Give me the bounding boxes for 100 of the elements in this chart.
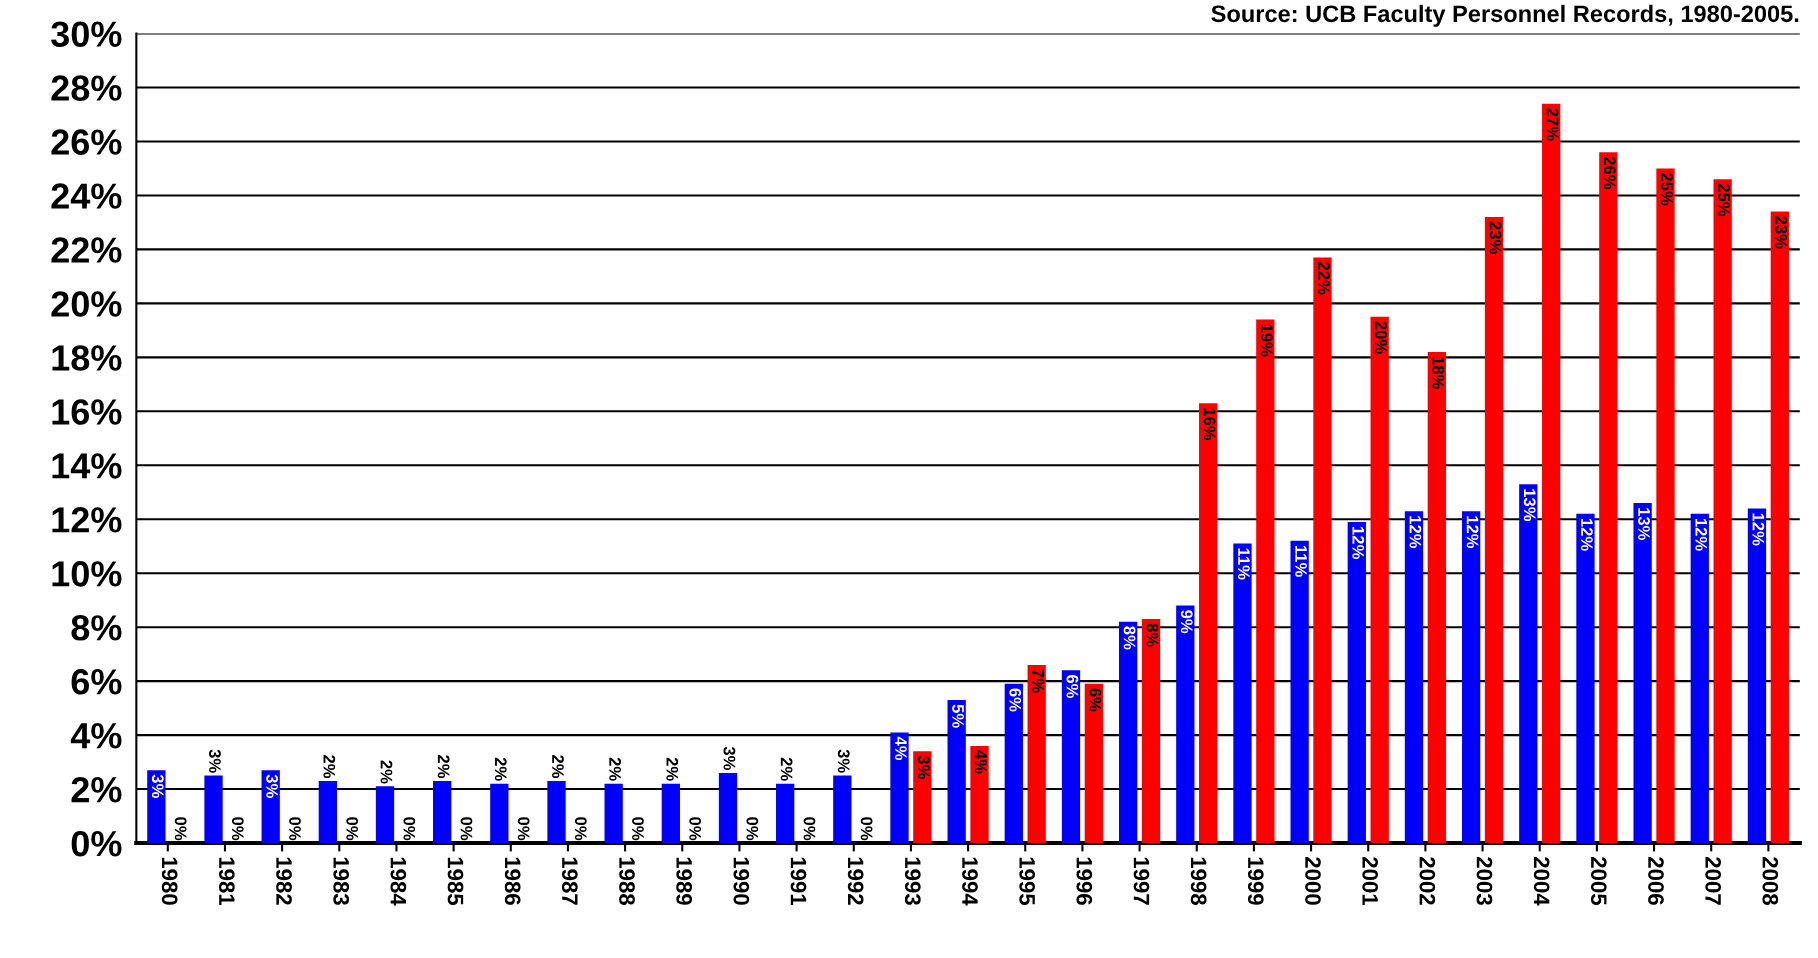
- data-label: 19%: [1260, 324, 1273, 357]
- data-label: 12%: [1581, 518, 1593, 551]
- data-label: 6%: [1066, 675, 1079, 699]
- data-label: 0%: [231, 817, 244, 841]
- x-tick-label: 1999: [1247, 857, 1264, 905]
- bar: [1542, 103, 1561, 844]
- data-label: 20%: [1375, 321, 1387, 354]
- data-label: 0%: [403, 817, 416, 841]
- data-label: 0%: [632, 817, 644, 841]
- bar: [1290, 540, 1309, 844]
- data-label: 16%: [1203, 408, 1216, 441]
- bar: [1119, 621, 1138, 844]
- x-tick-label: 2007: [1705, 857, 1721, 905]
- x-tick-label: 1982: [276, 857, 292, 905]
- y-tick-label: 4%: [70, 723, 122, 749]
- bar: [1656, 168, 1675, 844]
- bar: [661, 783, 680, 844]
- bar: [947, 700, 966, 844]
- x-tick-label: 1980: [161, 857, 178, 905]
- x-tick-label: 1994: [962, 857, 978, 906]
- x-tick-label: 2004: [1533, 857, 1550, 906]
- data-label: 13%: [1638, 508, 1650, 541]
- bar: [1633, 503, 1652, 844]
- y-tick-label: 2%: [71, 776, 122, 803]
- data-label: 12%: [1352, 527, 1365, 559]
- data-label: 2%: [780, 757, 793, 781]
- bar: [1770, 211, 1789, 844]
- bar: [776, 783, 795, 844]
- data-label: 0%: [689, 817, 702, 841]
- bar: [1576, 513, 1595, 844]
- data-label: 0%: [803, 817, 816, 841]
- data-label: 25%: [1661, 173, 1673, 206]
- x-tick-label: 1986: [504, 857, 521, 905]
- data-label: 23%: [1775, 216, 1788, 249]
- x-tick-label: 1998: [1190, 857, 1207, 905]
- data-label: 2%: [380, 760, 393, 784]
- y-tick-label: 22%: [51, 237, 122, 263]
- x-tick-label: 1984: [390, 857, 407, 906]
- bar: [147, 770, 166, 844]
- data-label: 2%: [437, 755, 450, 779]
- x-tick-label: 1997: [1133, 857, 1150, 905]
- y-tick-label: 16%: [52, 399, 122, 425]
- data-label: 0%: [746, 817, 759, 841]
- data-label: 0%: [174, 817, 187, 841]
- data-label: 0%: [460, 817, 473, 841]
- bar: [1061, 670, 1081, 844]
- data-label: 3%: [209, 749, 221, 773]
- y-tick-label: 14%: [52, 453, 122, 479]
- bar: [1599, 152, 1618, 844]
- data-label: 27%: [1546, 108, 1559, 141]
- y-tick-label: 8%: [71, 615, 122, 641]
- x-tick-label: 1995: [1019, 857, 1036, 906]
- bar: [1690, 513, 1709, 844]
- data-label: 2%: [666, 757, 679, 781]
- x-tick-label: 1985: [447, 857, 464, 906]
- bar: [318, 780, 337, 844]
- bar: [1404, 511, 1424, 844]
- bar: [1484, 217, 1504, 844]
- bar: [604, 783, 623, 844]
- data-label: 8%: [1146, 623, 1159, 647]
- data-label: 5%: [952, 704, 964, 728]
- x-tick-label: 1996: [1076, 857, 1093, 905]
- y-tick-label: 12%: [52, 507, 122, 533]
- data-label: 3%: [917, 755, 930, 779]
- data-label: 4%: [895, 736, 907, 761]
- data-label: 0%: [346, 817, 359, 841]
- data-label: 0%: [517, 817, 530, 841]
- bar: [204, 775, 223, 844]
- data-label: 12%: [1409, 516, 1422, 549]
- bar: [1519, 484, 1538, 844]
- bar: [375, 786, 395, 844]
- y-tick-label: 0%: [71, 830, 122, 857]
- data-label: 2%: [323, 755, 336, 779]
- y-tick-label: 6%: [71, 669, 122, 695]
- x-tick-label: 2000: [1305, 857, 1321, 905]
- bar: [490, 783, 509, 844]
- x-tick-label: 2001: [1362, 857, 1378, 906]
- data-label: 25%: [1718, 183, 1730, 217]
- x-tick-label: 1983: [333, 857, 350, 905]
- x-tick-label: 2003: [1476, 857, 1493, 905]
- bar: [1713, 179, 1732, 844]
- x-tick-label: 1988: [619, 857, 635, 905]
- data-label: 26%: [1603, 156, 1616, 190]
- x-tick-label: 2008: [1762, 857, 1779, 905]
- y-tick-label: 28%: [51, 75, 122, 101]
- y-tick-label: 10%: [52, 561, 122, 587]
- x-tick-label: 1990: [733, 857, 750, 905]
- data-label: 11%: [1295, 545, 1307, 577]
- data-label: 6%: [1009, 688, 1022, 712]
- bar: [833, 775, 852, 844]
- data-label: 3%: [723, 746, 736, 771]
- x-tick-label: 1991: [790, 857, 807, 906]
- bar: [1461, 511, 1481, 844]
- bar: [1084, 683, 1103, 844]
- data-label: 0%: [574, 817, 587, 841]
- data-label: 18%: [1432, 357, 1445, 389]
- data-label: 4%: [975, 750, 987, 774]
- bar: [547, 780, 566, 844]
- bar: [1427, 351, 1446, 844]
- bar: [1347, 521, 1366, 844]
